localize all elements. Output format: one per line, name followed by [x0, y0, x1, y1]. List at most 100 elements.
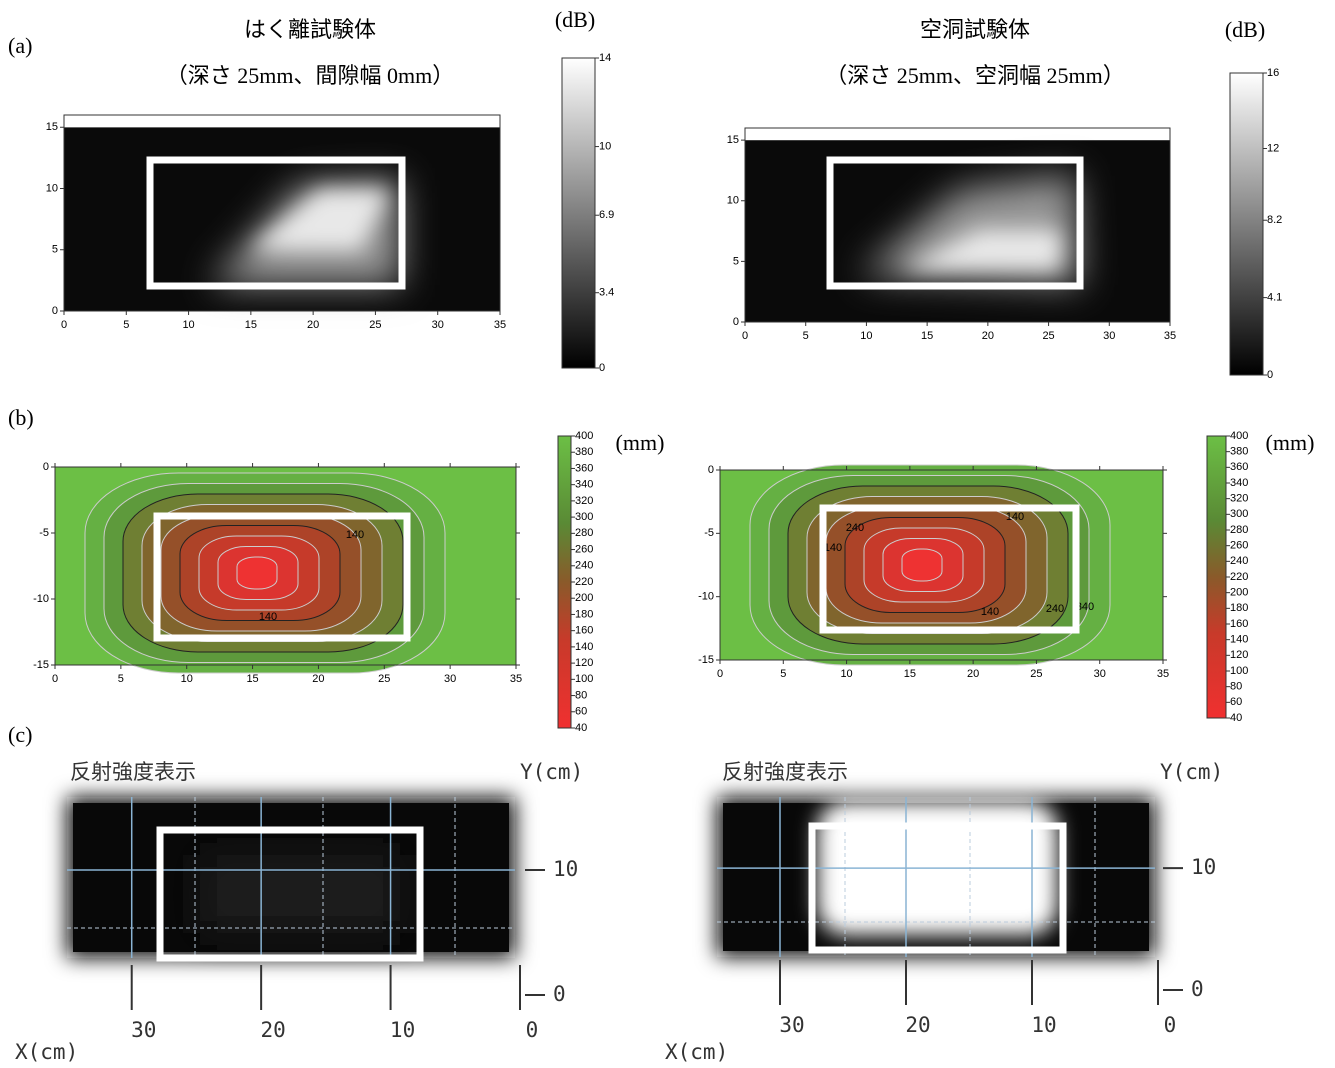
panel-label: (b)	[8, 405, 34, 430]
x-tick-label: 20	[967, 668, 979, 680]
x-tick-label: 25	[1030, 668, 1042, 680]
x-tick-label: 30	[1103, 330, 1115, 342]
y-tick-label: -10	[698, 591, 714, 603]
y-tick-label: 5	[733, 255, 739, 267]
x-tick-label: 10	[181, 673, 193, 685]
heatmap-band	[745, 128, 1170, 140]
x-tick-label: 20	[312, 673, 324, 685]
colorbar-tick-label: 220	[1230, 571, 1248, 583]
colorbar-tick-label: 400	[575, 430, 593, 442]
y-tick-label: 0	[1191, 977, 1204, 1001]
x-tick-label: 15	[921, 330, 933, 342]
colorbar-tick-label: 220	[575, 576, 593, 588]
x-tick-label: 10	[182, 319, 194, 331]
colorbar-label: (dB)	[555, 7, 595, 32]
colorbar-tick-label: 280	[1230, 524, 1248, 536]
colorbar-tick-label: 12	[1267, 142, 1279, 154]
y-tick-label: -5	[39, 527, 49, 539]
chart-title: 空洞試験体	[920, 17, 1030, 42]
colorbar-tick-label: 380	[1230, 446, 1248, 458]
x-axis-label: X(cm)	[15, 1040, 78, 1064]
x-tick-label: 30	[1094, 668, 1106, 680]
x-tick-label: 10	[860, 330, 872, 342]
y-axis-label: Y(cm)	[1160, 760, 1223, 784]
colorbar-tick-label: 120	[575, 657, 593, 669]
y-tick-label: 15	[46, 121, 58, 133]
panel-label: (a)	[8, 33, 32, 58]
x-tick-label: 25	[369, 319, 381, 331]
colorbar-tick-label: 200	[1230, 587, 1248, 599]
colorbar-tick-label: 340	[1230, 477, 1248, 489]
y-tick-label: 10	[1191, 855, 1216, 879]
x-tick-label: 25	[1042, 330, 1054, 342]
x-tick-label: 20	[260, 1018, 285, 1042]
x-tick-label: 30	[779, 1013, 804, 1037]
chart-title: 反射強度表示	[722, 760, 848, 784]
x-axis-label: X(cm)	[665, 1040, 728, 1064]
chart-title: はく離試験体	[244, 17, 376, 42]
y-tick-label: 0	[553, 982, 566, 1006]
x-tick-label: 15	[904, 668, 916, 680]
colorbar-tick-label: 10	[599, 140, 611, 152]
colorbar-tick-label: 60	[1230, 696, 1242, 708]
y-tick-label: 15	[727, 134, 739, 146]
contour-label: 240	[846, 522, 864, 534]
x-tick-label: 0	[52, 673, 58, 685]
x-tick-label: 0	[717, 668, 723, 680]
x-tick-label: 20	[982, 330, 994, 342]
y-tick-label: 0	[733, 316, 739, 328]
contour-band	[902, 549, 942, 581]
contour-label: 240	[1046, 603, 1064, 615]
chart-subtitle: （深さ 25mm、間隙幅 0mm）	[166, 63, 454, 88]
colorbar-tick-label: 120	[1230, 649, 1248, 661]
colorbar-tick-label: 160	[1230, 618, 1248, 630]
x-tick-label: 35	[510, 673, 522, 685]
colorbar-tick-label: 140	[575, 641, 593, 653]
x-tick-label: 0	[526, 1018, 539, 1042]
colorbar	[558, 436, 571, 728]
contour-band	[237, 557, 277, 589]
colorbar-tick-label: 340	[575, 479, 593, 491]
colorbar-tick-label: 180	[575, 608, 593, 620]
colorbar-tick-label: 40	[575, 722, 587, 734]
x-tick-label: 5	[123, 319, 129, 331]
y-tick-label: -15	[33, 659, 49, 671]
colorbar-tick-label: 360	[575, 462, 593, 474]
colorbar-tick-label: 320	[575, 495, 593, 507]
y-tick-label: -10	[33, 593, 49, 605]
contour-label: 140	[346, 529, 364, 541]
contour-label: 140	[259, 611, 277, 623]
x-tick-label: 20	[905, 1013, 930, 1037]
colorbar-tick-label: 100	[575, 673, 593, 685]
panel-label: (c)	[8, 722, 32, 747]
y-tick-label: 10	[553, 857, 578, 881]
y-axis-label: Y(cm)	[520, 760, 583, 784]
colorbar-tick-label: 300	[575, 511, 593, 523]
colorbar-tick-label: 300	[1230, 508, 1248, 520]
colorbar-tick-label: 380	[575, 446, 593, 458]
x-tick-label: 0	[1164, 1013, 1177, 1037]
colorbar-tick-label: 60	[575, 706, 587, 718]
x-tick-label: 15	[245, 319, 257, 331]
colorbar-tick-label: 240	[1230, 555, 1248, 567]
x-tick-label: 10	[840, 668, 852, 680]
colorbar-tick-label: 40	[1230, 712, 1242, 724]
colorbar	[1207, 436, 1226, 718]
x-tick-label: 30	[131, 1018, 156, 1042]
x-tick-label: 35	[1157, 668, 1169, 680]
y-tick-label: 0	[708, 464, 714, 476]
x-tick-label: 10	[1031, 1013, 1056, 1037]
x-tick-label: 0	[742, 330, 748, 342]
x-tick-label: 5	[803, 330, 809, 342]
contour-label: 140	[981, 606, 999, 618]
colorbar-tick-label: 200	[575, 592, 593, 604]
x-tick-label: 15	[246, 673, 258, 685]
colorbar-tick-label: 320	[1230, 493, 1248, 505]
x-tick-label: 30	[432, 319, 444, 331]
colorbar-tick-label: 0	[599, 362, 605, 374]
contour-label: 140	[824, 542, 842, 554]
x-tick-label: 5	[118, 673, 124, 685]
colorbar-tick-label: 8.2	[1267, 214, 1282, 226]
colorbar-tick-label: 6.9	[599, 209, 614, 221]
colorbar-tick-label: 80	[575, 689, 587, 701]
